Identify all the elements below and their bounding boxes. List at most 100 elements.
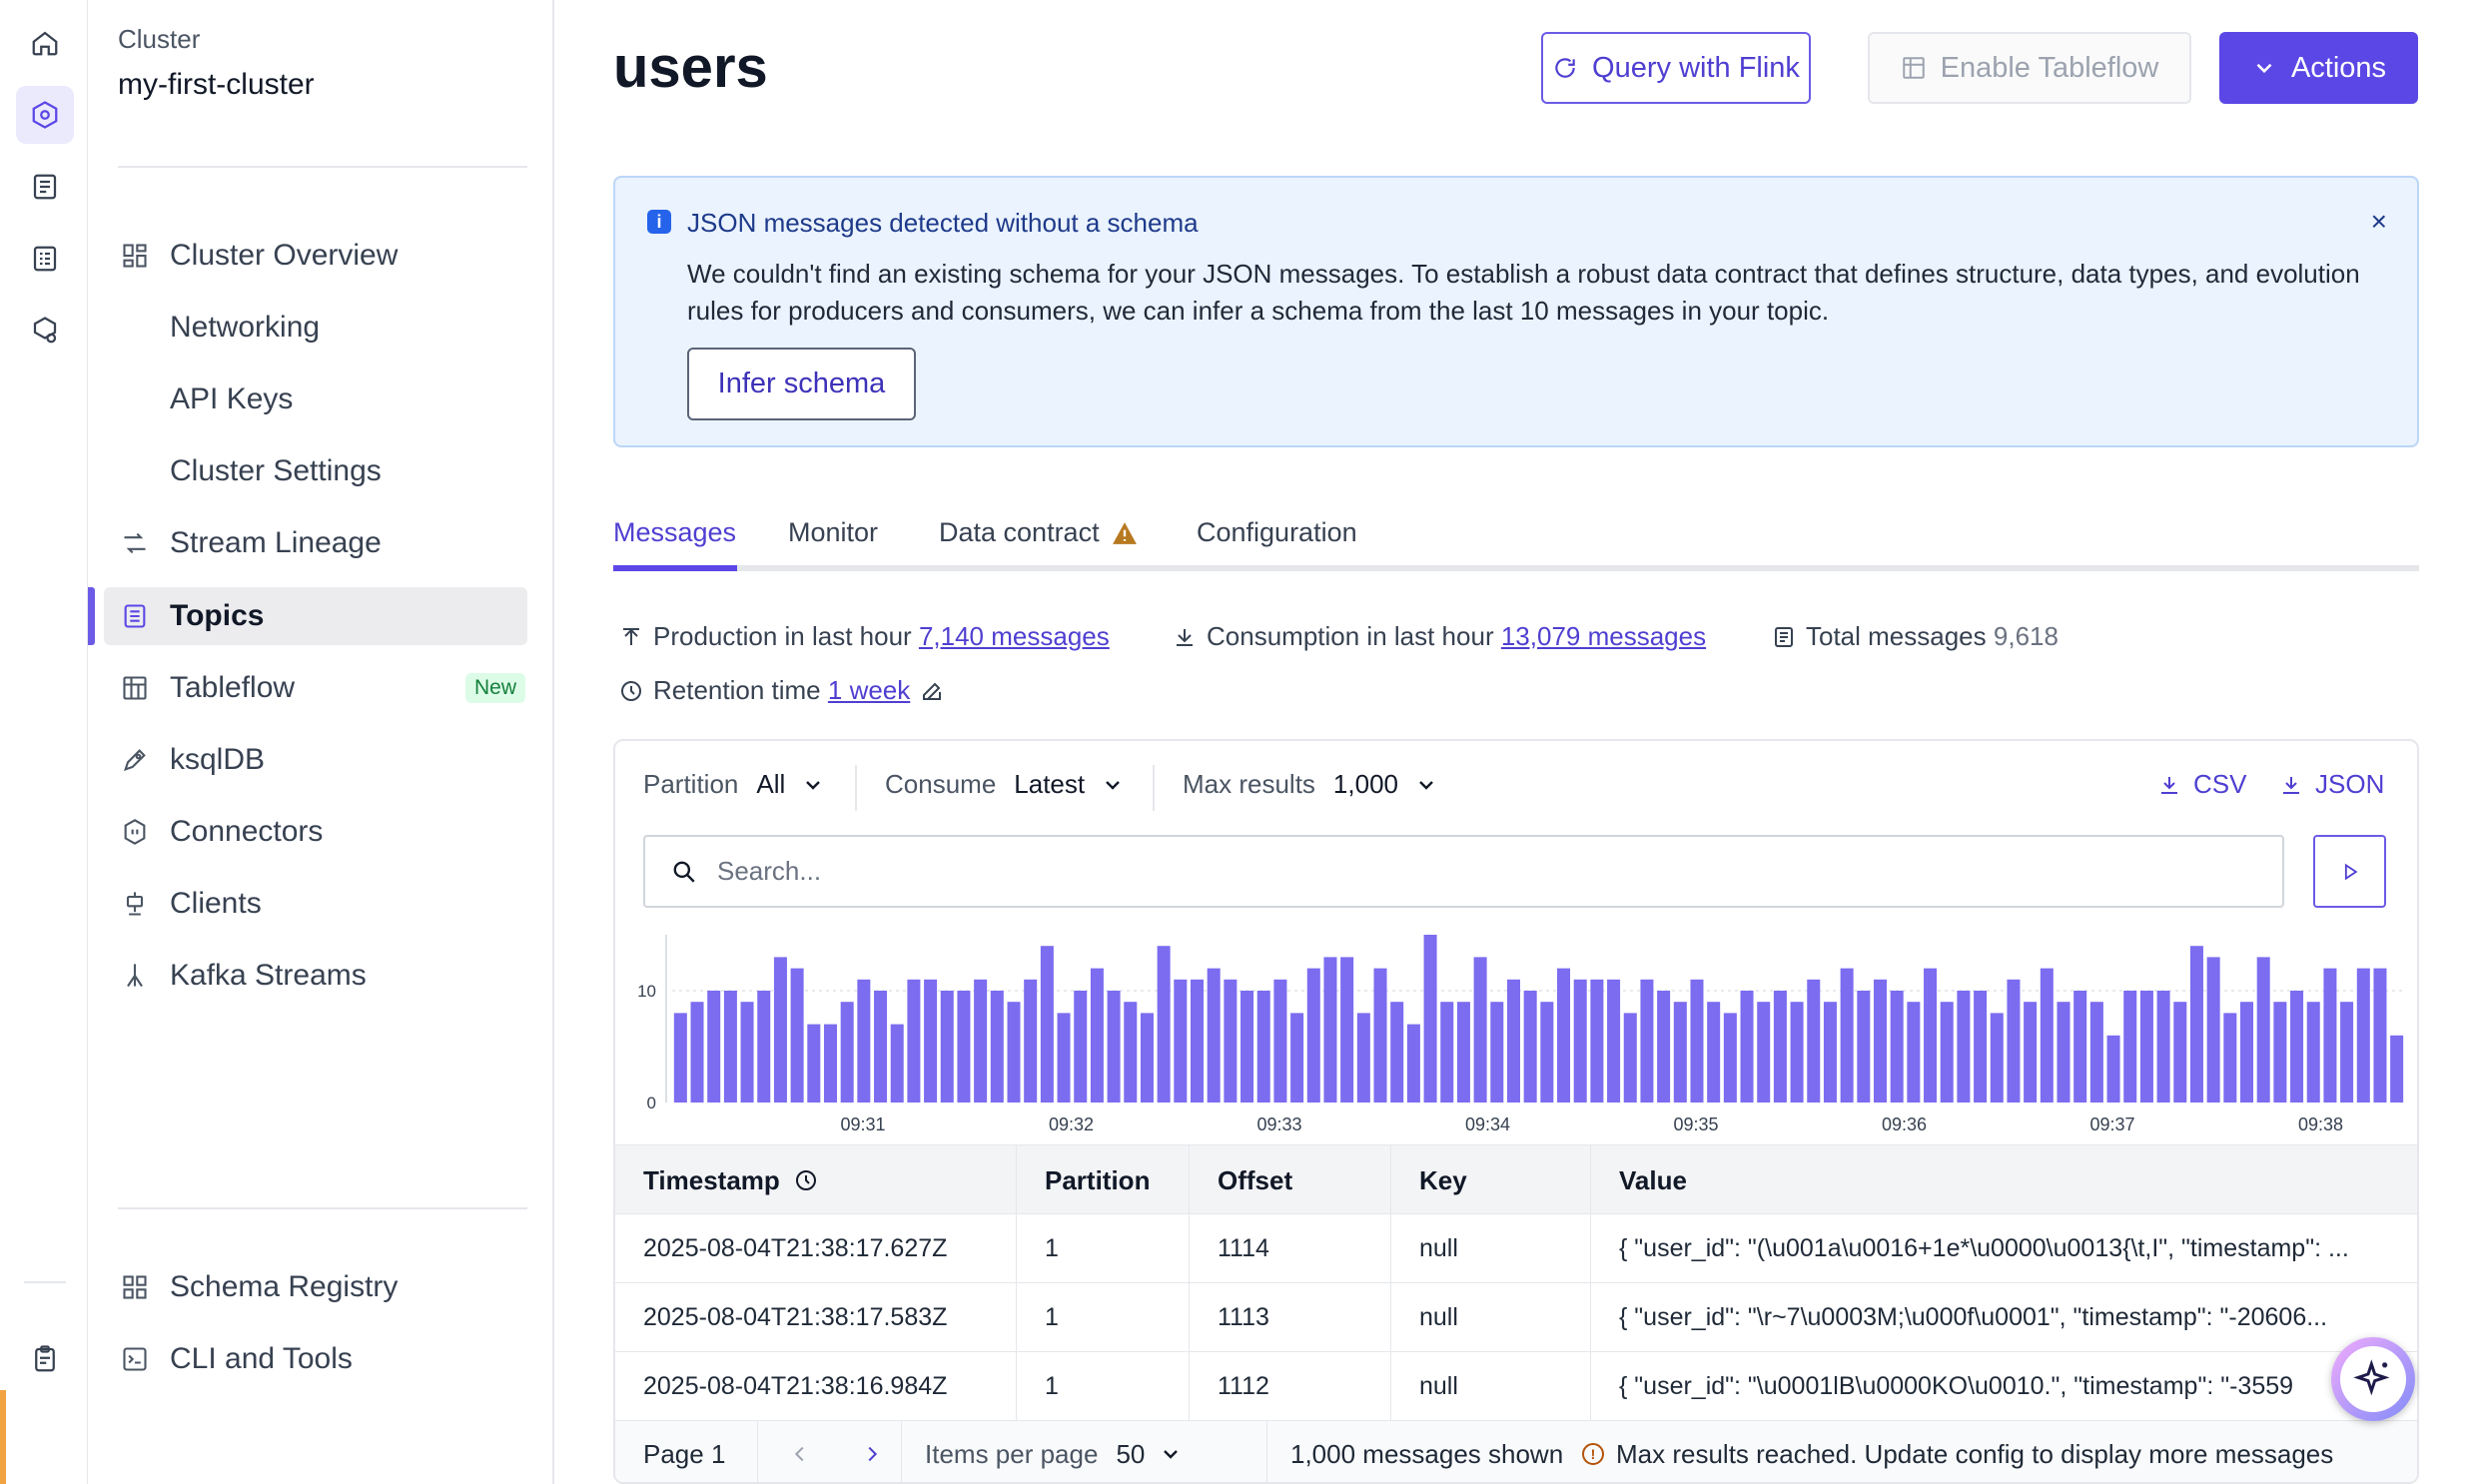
sidebar-item-schema-registry[interactable]: Schema Registry [118,1258,537,1316]
chart-bar[interactable] [2189,946,2203,1103]
chart-bar[interactable] [1590,979,1604,1103]
column-value[interactable]: Value [1619,1164,1687,1195]
chart-bar[interactable] [1124,1002,1138,1103]
chart-bar[interactable] [790,968,804,1103]
prev-page-button[interactable] [785,1421,815,1482]
sidebar-item-kafka-streams[interactable]: Kafka Streams [118,947,537,1005]
chart-bar[interactable] [1957,991,1971,1103]
chart-bar[interactable] [2390,1035,2404,1103]
chart-bar[interactable] [2306,1002,2320,1103]
edit-icon[interactable] [920,679,944,703]
close-icon[interactable]: × [2370,206,2387,237]
chart-bar[interactable] [2024,1002,2038,1103]
chart-bar[interactable] [2057,1002,2070,1103]
chart-bar[interactable] [940,991,954,1103]
consume-select[interactable]: Consume Latest [885,769,1125,800]
chart-bar[interactable] [1057,1013,1071,1103]
home-icon[interactable] [16,14,74,72]
chart-bar[interactable] [1174,979,1188,1103]
chart-bar[interactable] [1007,1002,1021,1103]
chart-bar[interactable] [1323,957,1337,1103]
chart-bar[interactable] [1090,968,1104,1103]
sidebar-item-tableflow[interactable]: Tableflow New [118,659,537,717]
chart-bar[interactable] [2240,1002,2254,1103]
consumption-link[interactable]: 13,079 messages [1500,621,1707,651]
chart-bar[interactable] [1140,1013,1154,1103]
column-key[interactable]: Key [1419,1164,1467,1195]
chart-bar[interactable] [1340,957,1354,1103]
chart-bar[interactable] [1740,991,1754,1103]
table-row[interactable]: 2025-08-04T21:38:17.627Z 1 1114 null { "… [615,1214,2417,1283]
chart-bar[interactable] [1790,1002,1804,1103]
tab-data-contract[interactable]: Data contract [939,517,1138,548]
chart-bar[interactable] [890,1024,904,1103]
play-button[interactable] [2313,835,2386,908]
max-results-select[interactable]: Max results 1,000 [1183,769,1438,800]
retention-link[interactable]: 1 week [827,675,911,705]
table-row[interactable]: 2025-08-04T21:38:17.583Z 1 1113 null { "… [615,1283,2417,1352]
chart-bar[interactable] [874,991,888,1103]
chart-bar[interactable] [1207,968,1221,1103]
chart-bar[interactable] [1557,968,1571,1103]
tab-messages[interactable]: Messages [613,517,737,547]
sidebar-item-cli-tools[interactable]: CLI and Tools [118,1330,537,1388]
chart-bar[interactable] [1540,1002,1554,1103]
chart-bar[interactable] [1157,946,1171,1103]
production-link[interactable]: 7,140 messages [918,621,1110,651]
chart-bar[interactable] [1623,1013,1637,1103]
clipboard-icon[interactable] [16,1330,74,1388]
next-page-button[interactable] [857,1421,887,1482]
chart-bar[interactable] [1306,968,1320,1103]
chart-bar[interactable] [1723,1013,1737,1103]
ai-assistant-button[interactable] [2331,1337,2415,1421]
chart-bar[interactable] [1406,1024,1420,1103]
download-json-button[interactable]: JSON [2279,769,2384,800]
chart-bar[interactable] [1890,991,1904,1103]
chart-bar[interactable] [1273,979,1287,1103]
chart-bar[interactable] [1990,1013,2004,1103]
chart-bar[interactable] [1573,979,1587,1103]
column-partition[interactable]: Partition [1045,1164,1151,1195]
chart-bar[interactable] [723,991,737,1103]
data-portal-icon[interactable] [16,158,74,216]
chart-bar[interactable] [2290,991,2304,1103]
chart-bar[interactable] [690,1002,704,1103]
chart-bar[interactable] [2273,1002,2287,1103]
environments-icon[interactable] [16,86,74,144]
actions-button[interactable]: Actions [2219,32,2418,104]
chart-bar[interactable] [2373,968,2387,1103]
chart-bar[interactable] [1773,991,1787,1103]
chart-bar[interactable] [840,1002,854,1103]
chart-bar[interactable] [924,979,938,1103]
sidebar-item-ksqldb[interactable]: ksqlDB [118,731,537,789]
chart-bar[interactable] [823,1024,837,1103]
chart-bar[interactable] [857,979,871,1103]
chart-bar[interactable] [1974,991,1988,1103]
cluster-name[interactable]: my-first-cluster [118,68,315,101]
integrations-icon[interactable] [16,302,74,360]
chart-bar[interactable] [2323,968,2337,1103]
chart-bar[interactable] [740,1002,754,1103]
chart-bar[interactable] [957,991,971,1103]
chart-bar[interactable] [1607,979,1621,1103]
chart-bar[interactable] [2040,968,2054,1103]
chart-bar[interactable] [990,991,1004,1103]
chart-bar[interactable] [1473,957,1487,1103]
chart-bar[interactable] [1807,979,1821,1103]
items-per-page-select[interactable]: Items per page 50 [925,1421,1183,1482]
chart-bar[interactable] [1290,1013,1304,1103]
chart-bar[interactable] [1707,1002,1721,1103]
chart-bar[interactable] [1857,991,1871,1103]
sidebar-item-api-keys[interactable]: API Keys [118,371,537,428]
chart-bar[interactable] [1506,979,1520,1103]
chart-bar[interactable] [1423,935,1437,1103]
enable-tableflow-button[interactable]: Enable Tableflow [1868,32,2191,104]
chart-bar[interactable] [1823,1002,1837,1103]
stream-catalog-icon[interactable] [16,230,74,288]
chart-bar[interactable] [1373,968,1387,1103]
chart-bar[interactable] [757,991,771,1103]
chart-bar[interactable] [1390,1002,1404,1103]
chart-bar[interactable] [974,979,988,1103]
chart-bar[interactable] [2173,1002,2187,1103]
chart-bar[interactable] [1873,979,1888,1103]
